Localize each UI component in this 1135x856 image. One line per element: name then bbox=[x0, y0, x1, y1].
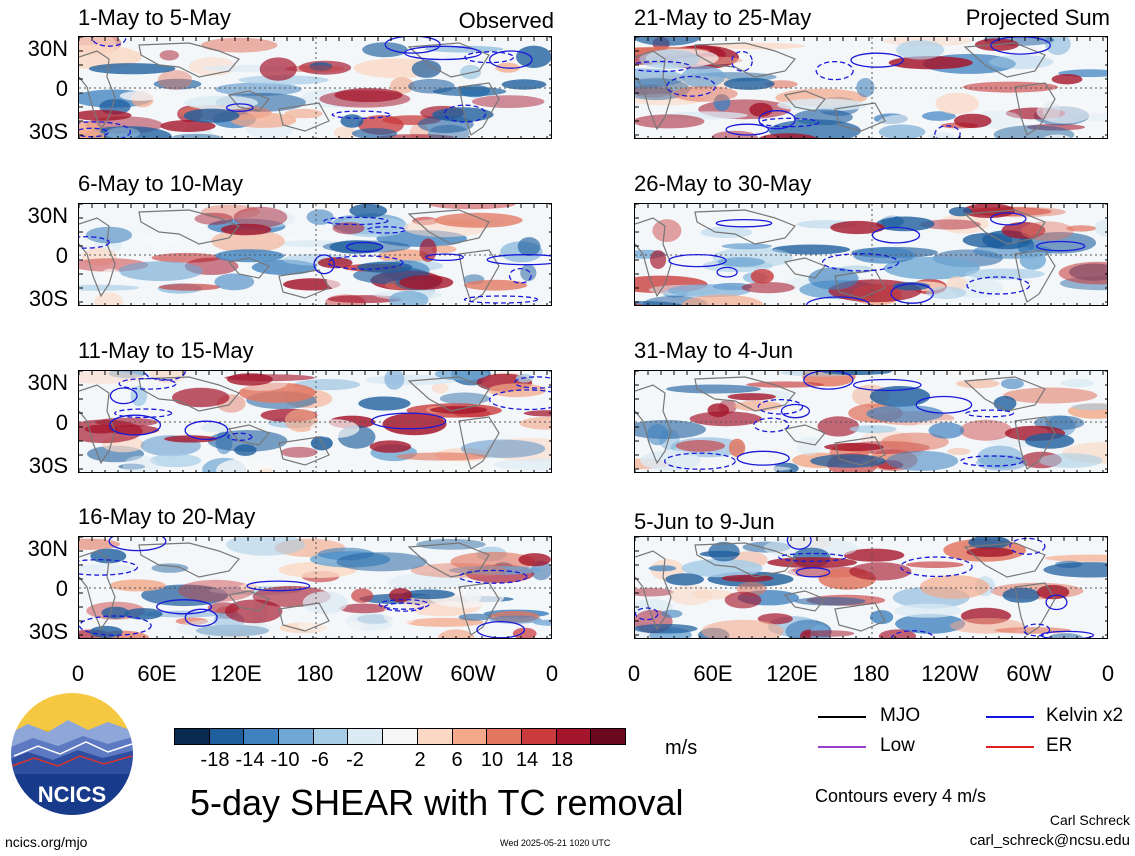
contours-note: Contours every 4 m/s bbox=[815, 786, 987, 806]
colorbar-cell bbox=[313, 729, 349, 744]
panel-title-5: 21-May to 25-May bbox=[634, 5, 812, 30]
panel-title-3: 11-May to 15-May bbox=[78, 338, 254, 363]
lon-label: 120W bbox=[921, 661, 979, 686]
map-panel-1 bbox=[78, 36, 552, 139]
colorbar-cell bbox=[209, 729, 245, 744]
observed-label: Observed bbox=[458, 8, 554, 33]
map-panel-6 bbox=[634, 203, 1108, 306]
shear-map bbox=[635, 204, 1107, 305]
lat-label: 30N bbox=[27, 370, 68, 395]
lon-label: 180 bbox=[296, 661, 334, 686]
colorbar-label: 6 bbox=[451, 749, 463, 771]
colorbar-cell bbox=[175, 729, 210, 744]
map-panel-5 bbox=[634, 36, 1108, 139]
colorbar-label: 2 bbox=[414, 749, 426, 771]
shear-map bbox=[635, 371, 1107, 472]
colorbar-cell bbox=[348, 729, 384, 744]
legend-label-kelvin: Kelvin x2 bbox=[1046, 705, 1124, 726]
map-panel-8 bbox=[634, 536, 1108, 639]
shear-map bbox=[79, 37, 551, 138]
colorbar-cell bbox=[556, 729, 592, 744]
lon-label: 60W bbox=[1006, 661, 1052, 686]
panel-title-1: 1-May to 5-May bbox=[78, 5, 231, 30]
lat-label: 30N bbox=[27, 536, 68, 561]
legend-label-low: Low bbox=[880, 735, 915, 756]
shear-map bbox=[79, 371, 551, 472]
author-name: Carl Schreck bbox=[1049, 812, 1130, 828]
colorbar-label: -2 bbox=[346, 749, 364, 771]
legend-line-low bbox=[818, 746, 866, 748]
author-email: carl_schreck@ncsu.edu bbox=[969, 832, 1130, 849]
legend-line-er bbox=[986, 746, 1034, 748]
lon-label: 0 bbox=[1101, 661, 1115, 686]
lon-label: 120E bbox=[210, 661, 262, 686]
projected-label: Projected Sum bbox=[965, 5, 1110, 30]
lat-label: 30S bbox=[28, 119, 68, 144]
colorbar-label: 14 bbox=[515, 749, 539, 771]
colorbar bbox=[174, 728, 626, 745]
lat-label: 30N bbox=[27, 203, 68, 228]
ncics-logo: NCICS bbox=[8, 690, 136, 823]
colorbar-label: -6 bbox=[311, 749, 329, 771]
colorbar-cell bbox=[452, 729, 488, 744]
lat-label: 0 bbox=[55, 76, 68, 101]
colorbar-cell bbox=[383, 729, 418, 744]
lon-label: 60E bbox=[693, 661, 733, 686]
lat-label: 0 bbox=[55, 243, 68, 268]
panel-title-6: 26-May to 30-May bbox=[634, 171, 812, 196]
legend-line-mjo bbox=[818, 716, 866, 718]
timestamp: Wed 2025-05-21 1020 UTC bbox=[500, 838, 611, 848]
lat-label: 30S bbox=[28, 286, 68, 311]
colorbar-label: 18 bbox=[550, 749, 574, 771]
shear-map bbox=[79, 537, 551, 638]
legend-label-mjo: MJO bbox=[880, 705, 921, 726]
lon-label: 60W bbox=[450, 661, 496, 686]
colorbar-unit: m/s bbox=[665, 737, 698, 759]
shear-map bbox=[635, 537, 1107, 638]
lon-label: 0 bbox=[545, 661, 559, 686]
legend-line-kelvin bbox=[986, 716, 1034, 718]
colorbar-cell bbox=[591, 729, 625, 744]
colorbar-label: 10 bbox=[480, 749, 504, 771]
map-panel-7 bbox=[634, 370, 1108, 473]
lon-label: 120W bbox=[365, 661, 423, 686]
map-panel-4 bbox=[78, 536, 552, 639]
legend-label-er: ER bbox=[1046, 735, 1073, 756]
map-panel-3 bbox=[78, 370, 552, 473]
colorbar-label: -18 bbox=[200, 749, 230, 771]
lat-label: 0 bbox=[55, 410, 68, 435]
lat-label: 30S bbox=[28, 619, 68, 644]
colorbar-cell bbox=[244, 729, 280, 744]
shear-map bbox=[79, 204, 551, 305]
colorbar-label: -10 bbox=[270, 749, 300, 771]
main-title: 5-day SHEAR with TC removal bbox=[190, 782, 684, 823]
colorbar-cell bbox=[487, 729, 522, 744]
colorbar-label: -14 bbox=[235, 749, 265, 771]
lon-label: 120E bbox=[766, 661, 818, 686]
colorbar-cell bbox=[417, 729, 453, 744]
site-url: ncics.org/mjo bbox=[5, 834, 88, 850]
shear-map bbox=[635, 37, 1107, 138]
colorbar-cell bbox=[279, 729, 314, 744]
colorbar-cell bbox=[521, 729, 557, 744]
panel-title-2: 6-May to 10-May bbox=[78, 171, 244, 196]
logo-text: NCICS bbox=[38, 782, 106, 807]
lat-label: 0 bbox=[55, 576, 68, 601]
lon-label: 60E bbox=[137, 661, 177, 686]
map-panel-2 bbox=[78, 203, 552, 306]
lon-label: 180 bbox=[852, 661, 890, 686]
panel-title-4: 16-May to 20-May bbox=[78, 504, 256, 529]
panel-title-8: 5-Jun to 9-Jun bbox=[634, 509, 775, 534]
panel-title-7: 31-May to 4-Jun bbox=[634, 338, 793, 363]
lat-label: 30N bbox=[27, 36, 68, 61]
lat-label: 30S bbox=[28, 453, 68, 478]
lon-label: 0 bbox=[71, 661, 85, 686]
lon-label: 0 bbox=[627, 661, 641, 686]
